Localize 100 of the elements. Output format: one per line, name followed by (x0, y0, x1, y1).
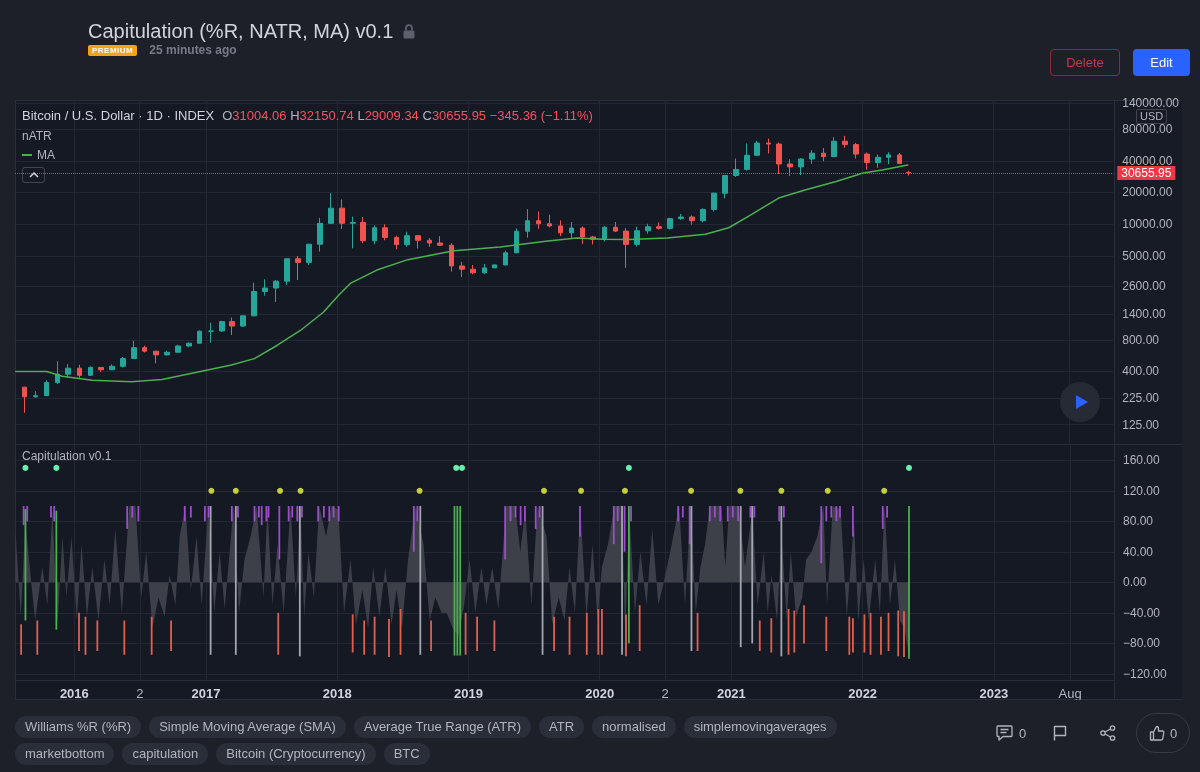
candlestick (22, 386, 27, 414)
candlestick (623, 227, 629, 269)
candlestick (503, 250, 508, 267)
tag: normalised (592, 716, 676, 738)
y-tick-label: 225.00 (1122, 390, 1160, 405)
y-tick-label: 2600.00 (1122, 278, 1166, 293)
candlestick (153, 350, 159, 364)
text: O31004.06 H32150.74 L29009.34 C30655.95 −345.36 (−1.11%) (222, 108, 593, 123)
candlestick (656, 221, 662, 231)
candlestick (415, 235, 421, 250)
y-tick-label: 1400.00 (1122, 307, 1166, 322)
tag: Williams %R (%R) (15, 716, 142, 738)
candlestick (459, 261, 465, 278)
candlestick (404, 231, 410, 248)
candlestick (853, 142, 859, 160)
y-tick-label: 800.00 (1122, 332, 1160, 347)
candlestick (88, 365, 93, 377)
candlestick (897, 152, 902, 165)
candlestick (240, 315, 246, 328)
candlestick (536, 211, 541, 230)
candlestick (787, 158, 793, 177)
y-tick-label: −40.00 (1123, 605, 1161, 620)
y-tick-label: −120.00 (1123, 666, 1168, 681)
text: Bitcoin / U.S. Dollar · 1D · INDEX (22, 108, 215, 123)
x-tick-label: 2020 (585, 686, 615, 701)
y-tick-label: −80.00 (1123, 636, 1161, 651)
x-tick-label: 2018 (322, 686, 352, 701)
x-tick-label: 2017 (191, 686, 221, 701)
candlestick (131, 340, 137, 360)
candlestick (77, 364, 82, 379)
candlestick (602, 225, 607, 243)
candlestick (809, 149, 815, 165)
text: 25 minutes ago (149, 43, 237, 57)
y-axis-title: USD (1136, 109, 1168, 124)
candlestick (350, 216, 356, 249)
candlestick (186, 341, 192, 348)
candlestick (667, 217, 673, 231)
candlestick (492, 264, 497, 269)
candlestick (482, 263, 487, 275)
candlestick (394, 235, 399, 250)
candlestick (525, 208, 530, 239)
candlestick (906, 170, 911, 176)
candlestick (208, 322, 214, 344)
candlestick (558, 219, 563, 237)
edit-button: Edit (1133, 49, 1190, 76)
candlestick (197, 329, 202, 344)
candlestick (613, 221, 618, 233)
candlestick (449, 242, 454, 273)
ref-line-label: 30655.95 (1121, 165, 1172, 180)
candlestick (831, 136, 837, 158)
candlestick (382, 223, 388, 241)
candlestick (821, 147, 826, 162)
x-tick-label: Aug (1058, 686, 1082, 701)
x-tick-label: 2022 (848, 686, 878, 701)
y-tick-label: 20000.00 (1122, 185, 1173, 200)
y-tick-label: 160.00 (1123, 453, 1161, 468)
candlestick (360, 216, 366, 244)
delete-button: Delete (1050, 49, 1120, 76)
line-series (15, 164, 909, 383)
y-tick-label: 80000.00 (1122, 122, 1173, 137)
candlestick (273, 279, 279, 303)
candlestick (109, 363, 115, 371)
tag: ATR (539, 716, 585, 738)
y-tick-label: 40000.00 (1122, 153, 1173, 168)
candlestick (328, 192, 334, 225)
candlestick (886, 151, 891, 165)
candlestick (722, 174, 728, 199)
candlestick (262, 278, 268, 297)
candlestick (98, 366, 104, 373)
tag: Simple Moving Average (SMA) (149, 716, 346, 738)
candlestick (142, 345, 147, 354)
candlestick (798, 157, 804, 176)
candlestick (569, 221, 574, 240)
candlestick (284, 257, 290, 286)
x-tick-label: 2019 (454, 686, 483, 701)
candlestick (120, 356, 126, 368)
y-tick-label: 5000.00 (1122, 248, 1166, 263)
candlestick (678, 213, 684, 221)
candlestick (700, 207, 706, 223)
candlestick (689, 214, 695, 226)
text: 0 (1019, 725, 1027, 741)
tag: simplemovingaverages (683, 716, 837, 738)
tag: capitulation (122, 743, 209, 765)
candlestick (754, 140, 760, 156)
candlestick (175, 344, 181, 353)
chart-title: Capitulation v0.1 (22, 449, 112, 463)
candlestick (33, 390, 38, 399)
candlestick (437, 235, 443, 247)
x-tick-label: 2016 (59, 686, 89, 701)
y-tick-label: 400.00 (1122, 364, 1160, 379)
y-tick-label: 80.00 (1123, 514, 1154, 529)
candlestick (339, 198, 345, 230)
candlestick (251, 282, 257, 317)
x-tick-label: 2021 (716, 686, 746, 701)
candlestick (864, 151, 870, 171)
candlestick (65, 363, 71, 379)
tag: Average True Range (ATR) (353, 716, 531, 738)
y-tick-label: 125.00 (1122, 417, 1160, 432)
candlestick (306, 243, 312, 266)
candlestick (776, 142, 782, 175)
